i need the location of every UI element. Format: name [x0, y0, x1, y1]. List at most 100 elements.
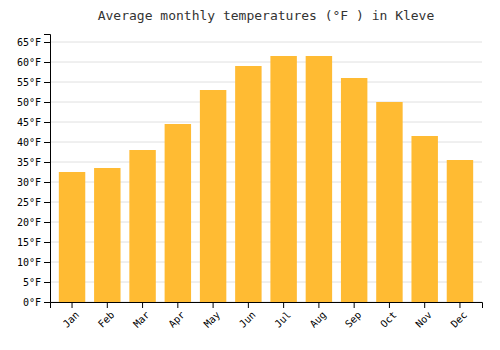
x-axis-line [51, 303, 483, 309]
y-tick: 50°F [17, 97, 50, 108]
bar [235, 66, 261, 302]
x-tick-label: Apr [166, 309, 187, 330]
bar [447, 160, 473, 302]
y-tick: 30°F [17, 177, 50, 188]
x-tick: Nov [413, 302, 434, 330]
y-tick: 20°F [17, 217, 50, 228]
x-tick: Jul [272, 302, 293, 330]
x-tick-label: May [202, 309, 223, 330]
x-tick-mark [459, 302, 460, 308]
y-tick: 10°F [17, 257, 50, 268]
y-tick-label: 35°F [17, 157, 41, 168]
y-tick: 65°F [17, 37, 50, 48]
y-tick: 0°F [23, 297, 50, 308]
x-tick-label: Oct [378, 309, 399, 330]
y-tick-mark [44, 222, 50, 223]
y-tick-label: 20°F [17, 217, 41, 228]
y-tick: 45°F [17, 117, 50, 128]
y-tick-mark [44, 282, 50, 283]
y-tick-mark [44, 142, 50, 143]
bars [59, 56, 473, 302]
x-tick-mark [318, 302, 319, 308]
plot-area: 0°F 5°F 10°F 15°F 20°F 25°F 30°F 35°F 40°F 45°F 50… [17, 35, 483, 330]
y-tick-label: 15°F [17, 237, 41, 248]
y-tick-label: 40°F [17, 137, 41, 148]
y-tick: 60°F [17, 57, 50, 68]
y-tick-label: 65°F [17, 37, 41, 48]
x-tick-mark [107, 302, 108, 308]
x-axis: Jan Feb Mar Apr May Jun Jul Aug Sep Oct Nov Dec [51, 302, 483, 330]
x-tick-label: Nov [413, 309, 434, 330]
x-tick: Aug [308, 302, 329, 330]
y-tick: 5°F [23, 277, 50, 288]
y-tick-mark [44, 262, 50, 263]
y-tick-label: 60°F [17, 57, 41, 68]
y-tick-label: 25°F [17, 197, 41, 208]
chart-container: 0°F 5°F 10°F 15°F 20°F 25°F 30°F 35°F 40°F 45°F 50… [0, 0, 500, 350]
x-tick: Sep [343, 302, 364, 330]
y-tick: 40°F [17, 137, 50, 148]
x-tick: Apr [166, 302, 187, 330]
grid-line [50, 82, 482, 83]
x-tick: May [202, 302, 223, 330]
y-tick-mark [44, 102, 50, 103]
y-tick-label: 0°F [23, 297, 41, 308]
bar [411, 136, 437, 302]
grid-line [50, 42, 482, 43]
x-tick-label: Mar [131, 309, 152, 330]
y-tick: 35°F [17, 157, 50, 168]
x-tick: Dec [449, 302, 470, 330]
bar [376, 102, 402, 302]
grid-line [50, 102, 482, 103]
x-tick-mark [389, 302, 390, 308]
y-tick-mark [44, 122, 50, 123]
x-tick-mark [248, 302, 249, 308]
x-tick-mark [354, 302, 355, 308]
x-tick: Oct [378, 302, 399, 330]
grid-line [50, 122, 482, 123]
y-tick: 25°F [17, 197, 50, 208]
y-tick: 55°F [17, 77, 50, 88]
x-tick-mark [142, 302, 143, 308]
x-tick-label: Dec [449, 309, 470, 330]
x-tick-label: Jun [237, 309, 258, 330]
y-tick-label: 45°F [17, 117, 41, 128]
grid [50, 42, 482, 302]
x-tick-mark [424, 302, 425, 308]
y-tick-mark [44, 242, 50, 243]
x-tick: Jun [237, 302, 258, 330]
y-tick-label: 5°F [23, 277, 41, 288]
x-tick: Mar [131, 302, 152, 330]
y-axis: 0°F 5°F 10°F 15°F 20°F 25°F 30°F 35°F 40°F 45°F 50… [17, 35, 51, 308]
x-tick-label: Sep [343, 309, 364, 330]
y-tick: 15°F [17, 237, 50, 248]
y-tick-label: 10°F [17, 257, 41, 268]
y-tick-mark [44, 62, 50, 63]
bar [59, 172, 85, 302]
x-tick-mark [177, 302, 178, 308]
x-tick-label: Jul [272, 309, 293, 330]
x-tick-mark [72, 302, 73, 308]
x-tick-label: Aug [308, 309, 329, 330]
bar [341, 78, 367, 302]
y-tick-mark [44, 42, 50, 43]
bar [270, 56, 296, 302]
y-tick-mark [44, 182, 50, 183]
y-tick-mark [44, 82, 50, 83]
x-tick: Feb [96, 302, 117, 330]
title: Average monthly temperatures (°F ) in Kl… [98, 8, 435, 23]
y-axis-line [44, 35, 51, 303]
chart-svg: 0°F 5°F 10°F 15°F 20°F 25°F 30°F 35°F 40°F 45°F 50… [0, 0, 500, 350]
x-tick: Jan [61, 302, 82, 330]
grid-line [50, 62, 482, 63]
y-tick-label: 30°F [17, 177, 41, 188]
bar [129, 150, 155, 302]
x-tick-mark [283, 302, 284, 308]
bar [165, 124, 191, 302]
y-tick-label: 50°F [17, 97, 41, 108]
x-tick-label: Feb [96, 309, 117, 330]
y-tick-mark [44, 302, 50, 303]
bar [200, 90, 226, 302]
x-tick-mark [213, 302, 214, 308]
bar [306, 56, 332, 302]
